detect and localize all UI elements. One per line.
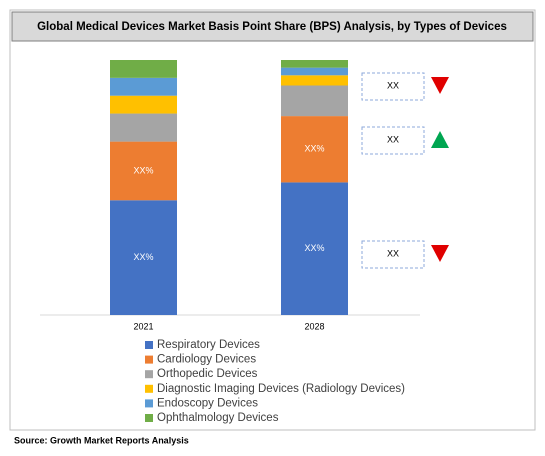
bar-segment [110, 60, 177, 78]
annotation-box [361, 126, 425, 155]
bar-segment [110, 113, 177, 142]
annotation-label: XX [387, 248, 399, 258]
legend-swatch [145, 384, 153, 393]
bar-segment [110, 200, 177, 315]
bar-segment [281, 182, 348, 315]
bar-segment [281, 116, 348, 183]
annotation-label: XX [387, 134, 399, 144]
bar-segment [110, 77, 177, 96]
legend-label: Diagnostic Imaging Devices (Radiology De… [157, 383, 405, 395]
legend-swatch [145, 399, 153, 408]
bar-segment [110, 141, 177, 201]
data-label: XX% [133, 252, 153, 262]
trend-arrow [431, 131, 449, 148]
legend-label: Cardiology Devices [157, 354, 256, 366]
source: Source: Growth Market Reports Analysis [14, 435, 189, 445]
x-tick-label: 2021 [133, 321, 153, 331]
legend-label: Ophthalmology Devices [157, 412, 279, 424]
chart-title: Global Medical Devices Market Basis Poin… [37, 21, 507, 33]
data-label: XX% [304, 144, 324, 154]
frame [9, 9, 536, 431]
data-label: XX% [133, 165, 153, 175]
legend-label: Respiratory Devices [157, 339, 260, 351]
title-bar [11, 11, 534, 42]
legend-swatch [145, 341, 153, 349]
bar-segment [281, 60, 348, 68]
annotation-box [361, 72, 425, 101]
trend-arrow [431, 245, 449, 262]
x-tick-label: 2028 [304, 321, 324, 331]
legend-swatch [145, 414, 153, 422]
data-label: XX% [304, 243, 324, 253]
bar-segment [281, 75, 348, 86]
bar-segment [110, 95, 177, 114]
trend-arrow [431, 77, 449, 94]
legend-swatch [145, 370, 153, 379]
legend-label: Orthopedic Devices [157, 368, 258, 380]
bar-segment [281, 85, 348, 117]
bar-segment [281, 67, 348, 76]
annotation-label: XX [387, 80, 399, 90]
legend-swatch [145, 355, 153, 364]
annotation-box [361, 240, 425, 269]
legend-label: Endoscopy Devices [157, 397, 258, 409]
